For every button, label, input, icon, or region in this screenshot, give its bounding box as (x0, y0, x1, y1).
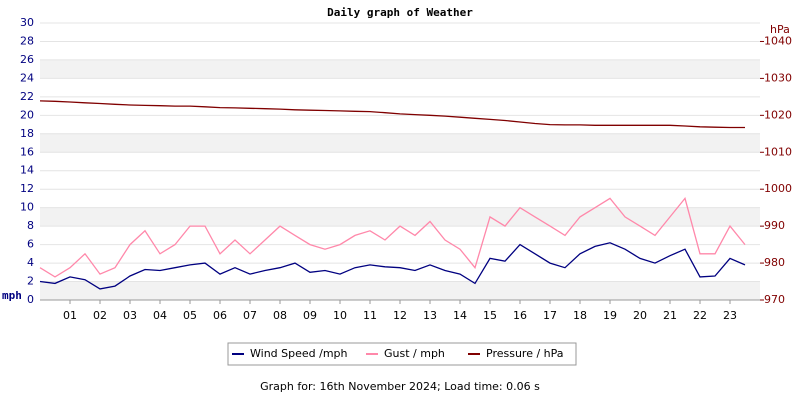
x-tick-label: 10 (333, 309, 347, 322)
y-tick-label: 6 (27, 238, 34, 251)
x-tick-label: 22 (693, 309, 707, 322)
footer: Graph for: 16th November 2024; Load time… (260, 380, 540, 393)
y-tick-label: 14 (20, 164, 34, 177)
y-tick-label: 20 (20, 108, 34, 121)
y-tick-label: 18 (20, 127, 34, 140)
y2-tick-label: 1030 (764, 71, 792, 84)
y-tick-label: 4 (27, 256, 34, 269)
y-tick-label: 28 (20, 34, 34, 47)
x-tick-label: 06 (213, 309, 227, 322)
grid-band (40, 244, 760, 264)
x-tick-label: 23 (723, 309, 737, 322)
y2-tick-label: 1040 (764, 34, 792, 47)
x-tick-label: 03 (123, 309, 137, 322)
x-tick-label: 13 (423, 309, 437, 322)
x-tick-label: 07 (243, 309, 257, 322)
y2-tick-label: 1020 (764, 108, 792, 121)
x-tick-label: 19 (603, 309, 617, 322)
y-tick-label: 26 (20, 53, 34, 66)
series-line (39, 100, 745, 129)
y-tick-label: 22 (20, 90, 34, 103)
x-tick-label: 01 (63, 309, 77, 322)
y-tick-label: 2 (27, 275, 34, 288)
y-tick-label: 8 (27, 219, 34, 232)
chart-title: Daily graph of Weather (327, 6, 473, 19)
x-tick-label: 16 (513, 309, 527, 322)
series-line (39, 242, 746, 290)
x-tick-label: 08 (273, 309, 287, 322)
grid-band (40, 133, 760, 153)
grid-band (40, 23, 760, 42)
x-tick-label: 02 (93, 309, 107, 322)
x-tick-label: 12 (393, 309, 407, 322)
y-tick-label: 10 (20, 201, 34, 214)
y-axis-label: mph (2, 289, 22, 302)
grid-band (40, 170, 760, 190)
x-tick-label: 05 (183, 309, 197, 322)
y-tick-label: 30 (20, 16, 34, 29)
legend-label: Wind Speed /mph (250, 347, 348, 360)
legend-box (227, 342, 577, 366)
y-tick-label: 16 (20, 145, 34, 158)
y-tick-label: 24 (20, 71, 34, 84)
series-line (39, 197, 746, 278)
x-tick-label: 14 (453, 309, 467, 322)
x-tick-label: 20 (633, 309, 647, 322)
legend-label: Gust / mph (384, 347, 445, 360)
x-tick-label: 09 (303, 309, 317, 322)
y2-tick-label: 970 (764, 293, 785, 306)
x-tick-label: 17 (543, 309, 557, 322)
y2-tick-label: 1000 (764, 182, 792, 195)
y2-tick-label: 980 (764, 256, 785, 269)
grid-band (40, 96, 760, 116)
x-tick-label: 18 (573, 309, 587, 322)
x-tick-label: 04 (153, 309, 167, 322)
y2-axis-label: hPa (770, 23, 790, 36)
grid-band (40, 281, 760, 300)
legend-label: Pressure / hPa (486, 347, 564, 360)
y2-tick-label: 990 (764, 219, 785, 232)
y-tick-label: 0 (27, 293, 34, 306)
grid-band (40, 59, 760, 79)
x-tick-label: 11 (363, 309, 377, 322)
grid-band (40, 207, 760, 227)
y2-tick-label: 1010 (764, 145, 792, 158)
x-tick-label: 15 (483, 309, 497, 322)
y-tick-label: 12 (20, 182, 34, 195)
x-tick-label: 21 (663, 309, 677, 322)
